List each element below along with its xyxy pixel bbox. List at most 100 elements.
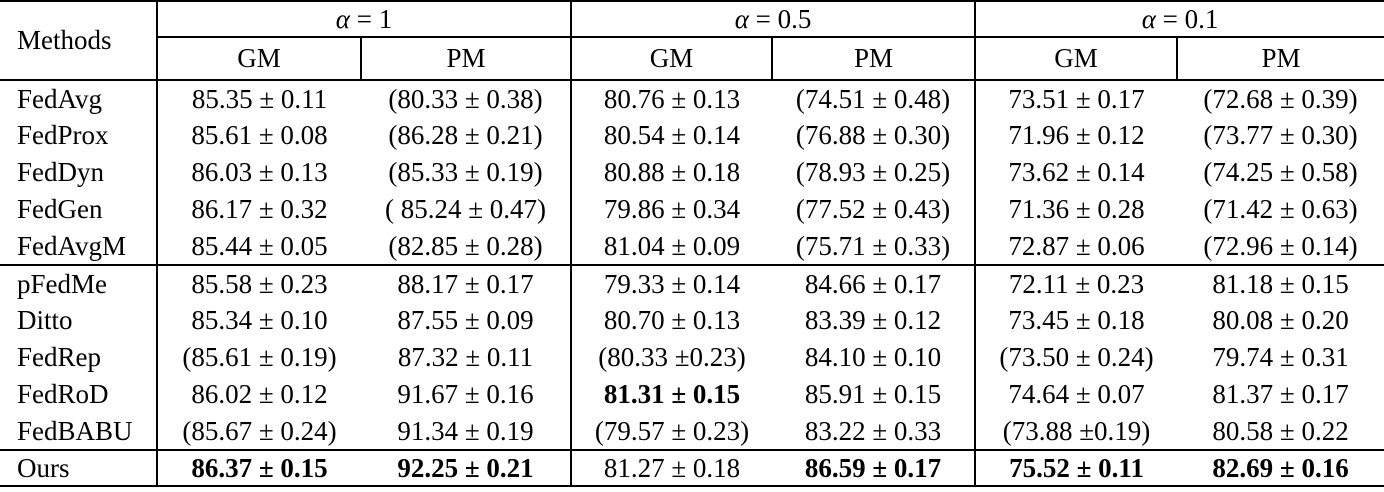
value-cell: 87.32 ± 0.11	[361, 339, 573, 376]
value-cell: ( 85.24 ± 0.47)	[361, 191, 573, 228]
method-name-cell: FedDyn	[0, 154, 158, 191]
value-cell: 81.04 ± 0.09	[571, 228, 773, 266]
pm-header-alpha01: PM	[1177, 37, 1384, 81]
alpha-1-group-header: α = 1	[157, 1, 573, 38]
value-cell: 91.67 ± 0.16	[361, 376, 573, 413]
value-cell: 73.51 ± 0.17	[1008, 83, 1145, 114]
value-cell: 86.03 ± 0.13	[191, 157, 328, 187]
value-cell: 74.64 ± 0.07	[1008, 379, 1145, 409]
value-cell: 92.25 ± 0.21	[361, 450, 573, 486]
method-name-cell: Ours	[0, 450, 158, 486]
value-cell: (72.68 ± 0.39)	[1203, 83, 1358, 114]
value-cell: (72.96 ± 0.14)	[1177, 228, 1384, 266]
value-cell: (74.51 ± 0.48)	[772, 80, 977, 117]
value-cell: 87.55 ± 0.09	[361, 302, 573, 339]
value-cell: 80.58 ± 0.22	[1177, 413, 1384, 451]
gm-header-alpha05: GM	[571, 37, 774, 81]
value-cell: 71.96 ± 0.12	[1008, 120, 1145, 150]
method-name-cell: FedGen	[0, 191, 158, 228]
gm-header-alpha1: GM	[157, 37, 362, 81]
method-name-cell: FedRoD	[0, 376, 158, 413]
table-row: pFedMe 85.58 ± 0.23 88.17 ± 0.17 79.33 ± 0.…	[0, 265, 1384, 302]
alpha-01-value: = 0.1	[1155, 3, 1219, 34]
table-row: FedBABU (85.67 ± 0.24) 91.34 ± 0.19 (79.57 …	[0, 413, 1384, 451]
method-name-cell: pFedMe	[0, 265, 158, 302]
value-cell: (79.57 ± 0.23)	[571, 413, 773, 451]
method-name-cell: FedBABU	[0, 413, 158, 451]
value-cell: (78.93 ± 0.25)	[772, 154, 977, 191]
value-cell: 82.69 ± 0.16	[1212, 452, 1349, 483]
table-row: FedAvg 85.35 ± 0.11 (80.33 ± 0.38) 80.76 ± …	[0, 80, 1384, 117]
value-cell: (82.85 ± 0.28)	[361, 228, 573, 266]
value-cell: (73.77 ± 0.30)	[1203, 120, 1358, 150]
value-cell: 86.37 ± 0.15	[191, 452, 328, 483]
value-cell: (80.33 ± 0.38)	[361, 80, 573, 117]
value-cell: 73.45 ± 0.18	[1008, 305, 1145, 335]
table-row: Ditto 85.34 ± 0.10 87.55 ± 0.09 80.70 ± 0.1…	[0, 302, 1384, 339]
method-name-cell: Ditto	[0, 302, 158, 339]
value-cell: (86.28 ± 0.21)	[361, 117, 573, 154]
alpha-symbol: α	[1141, 3, 1156, 34]
value-cell: 71.36 ± 0.28	[1008, 194, 1145, 224]
gm-pm-header-row: GM PM GM PM GM PM	[0, 37, 1384, 81]
alpha-1-value: = 1	[349, 3, 393, 34]
value-cell: (85.67 ± 0.24)	[157, 413, 361, 451]
value-cell: 79.86 ± 0.34	[603, 194, 741, 224]
value-cell: 72.11 ± 0.23	[1008, 268, 1145, 299]
value-cell: 81.31 ± 0.15	[603, 379, 741, 409]
value-cell: 85.44 ± 0.05	[157, 228, 361, 266]
value-cell: 91.34 ± 0.19	[361, 413, 573, 451]
table-row: FedDyn 86.03 ± 0.13 (85.33 ± 0.19) 80.88 ± …	[0, 154, 1384, 191]
value-cell: 83.39 ± 0.12	[772, 302, 977, 339]
value-cell: 79.74 ± 0.31	[1212, 342, 1349, 372]
methods-column-header: Methods	[0, 1, 158, 81]
pm-header-alpha05: PM	[772, 37, 977, 81]
method-name-cell: FedAvg	[0, 80, 158, 117]
alpha-header-row: Methods α = 1 α = 0.5 α = 0.1	[0, 1, 1384, 81]
value-cell: 81.37 ± 0.17	[1212, 379, 1349, 409]
table-row: FedProx 85.61 ± 0.08 (86.28 ± 0.21) 80.54 ±…	[0, 117, 1384, 154]
value-cell: 84.66 ± 0.17	[772, 265, 977, 302]
method-name-cell: FedAvgM	[0, 228, 158, 266]
table-row: FedGen 86.17 ± 0.32 ( 85.24 ± 0.47) 79.86 ±…	[0, 191, 1384, 228]
value-cell: 80.70 ± 0.13	[603, 305, 741, 335]
value-cell: (80.33 ±0.23)	[598, 342, 746, 372]
value-cell: (71.42 ± 0.63)	[1203, 194, 1358, 224]
value-cell: 88.17 ± 0.17	[361, 265, 573, 302]
value-cell: 72.87 ± 0.06	[975, 228, 1178, 266]
table-row: FedRoD 86.02 ± 0.12 91.67 ± 0.16 81.31 ± 0.…	[0, 376, 1384, 413]
value-cell: (76.88 ± 0.30)	[772, 117, 977, 154]
table-row: FedRep (85.61 ± 0.19) 87.32 ± 0.11 (80.33 ±…	[0, 339, 1384, 376]
method-name-cell: FedRep	[0, 339, 158, 376]
value-cell: 73.62 ± 0.14	[1008, 157, 1145, 187]
method-name-cell: FedProx	[0, 117, 158, 154]
value-cell: 85.58 ± 0.23	[191, 268, 328, 299]
table-body: FedAvg 85.35 ± 0.11 (80.33 ± 0.38) 80.76 ± …	[0, 80, 1384, 486]
value-cell: 85.35 ± 0.11	[191, 83, 328, 114]
value-cell: 81.27 ± 0.18	[603, 452, 741, 483]
value-cell: 83.22 ± 0.33	[772, 413, 977, 451]
value-cell: (85.61 ± 0.19)	[182, 342, 337, 372]
value-cell: 79.33 ± 0.14	[603, 268, 741, 299]
alpha-05-value: = 0.5	[748, 3, 812, 34]
value-cell: 85.34 ± 0.10	[191, 305, 328, 335]
value-cell: (77.52 ± 0.43)	[772, 191, 977, 228]
pm-header-alpha1: PM	[361, 37, 573, 81]
alpha-symbol: α	[734, 3, 749, 34]
value-cell: 80.88 ± 0.18	[603, 157, 741, 187]
alpha-01-group-header: α = 0.1	[975, 1, 1384, 38]
table-header: Methods α = 1 α = 0.5 α = 0.1 GM PM GM P…	[0, 1, 1384, 81]
value-cell: 81.18 ± 0.15	[1212, 268, 1349, 299]
value-cell: 80.08 ± 0.20	[1212, 305, 1349, 335]
value-cell: 85.91 ± 0.15	[772, 376, 977, 413]
value-cell: 80.54 ± 0.14	[603, 120, 741, 150]
gm-header-alpha01: GM	[975, 37, 1179, 81]
alpha-05-group-header: α = 0.5	[571, 1, 977, 38]
value-cell: 86.17 ± 0.32	[191, 194, 328, 224]
value-cell: 80.76 ± 0.13	[603, 83, 741, 114]
value-cell: (75.71 ± 0.33)	[772, 228, 977, 266]
value-cell: (85.33 ± 0.19)	[361, 154, 573, 191]
value-cell: (73.50 ± 0.24)	[999, 342, 1154, 372]
value-cell: 75.52 ± 0.11	[1009, 452, 1144, 483]
